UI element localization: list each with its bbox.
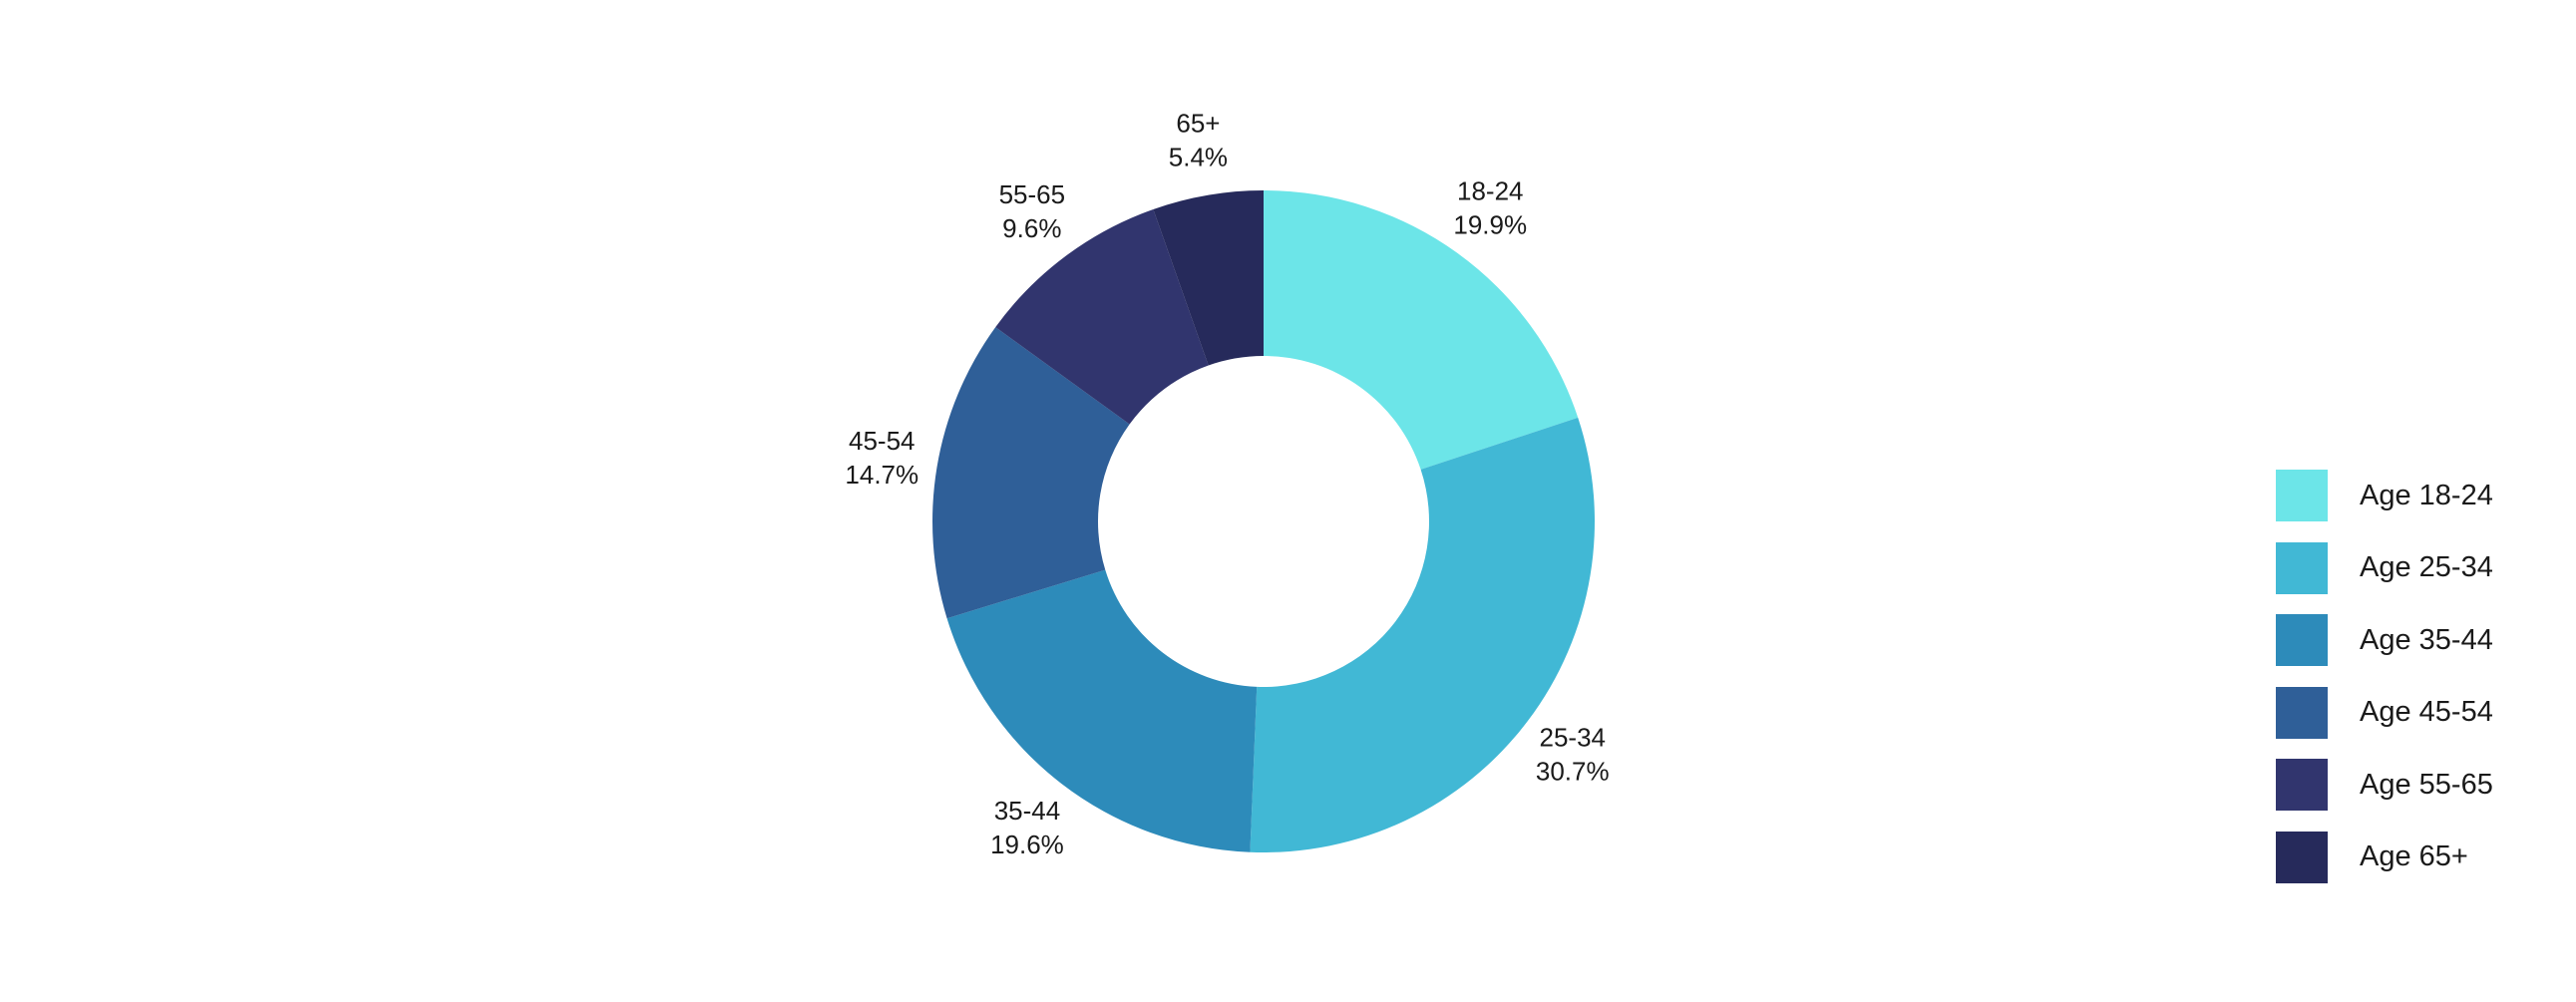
slice-category-label: 55-65	[999, 179, 1066, 209]
legend-label: Age 45-54	[2360, 696, 2493, 728]
legend-item-55-65: Age 55-65	[2276, 759, 2493, 811]
slice-category-label: 65+	[1176, 109, 1220, 139]
legend-swatch	[2276, 759, 2328, 811]
slice-35-44	[946, 569, 1258, 852]
legend-swatch	[2276, 541, 2328, 594]
legend-label: Age 25-34	[2360, 551, 2493, 583]
chart-slices	[932, 190, 1595, 852]
slice-18-24	[1264, 190, 1579, 470]
chart-slice-labels: 18-24 19.9% 25-34 30.7% 35-44 19.6% 45-54 14.7%…	[845, 109, 1609, 860]
slice-category-label: 18-24	[1457, 176, 1524, 206]
slice-label-65+: 65+ 5.4%	[1169, 109, 1228, 172]
legend-item-25-34: Age 25-34	[2276, 541, 2493, 594]
slice-percent-label: 5.4%	[1169, 143, 1228, 172]
chart-legend: Age 18-24 Age 25-34 Age 35-44 Age 45-54 Age …	[2276, 470, 2493, 903]
slice-25-34	[1250, 417, 1595, 852]
slice-label-35-44: 35-44 19.6%	[990, 796, 1064, 859]
slice-45-54	[932, 327, 1130, 619]
legend-label: Age 55-65	[2360, 768, 2493, 801]
slice-category-label: 25-34	[1540, 723, 1607, 753]
legend-label: Age 18-24	[2360, 479, 2493, 511]
slice-label-55-65: 55-65 9.6%	[999, 179, 1066, 243]
slice-percent-label: 9.6%	[1002, 213, 1061, 243]
slice-label-25-34: 25-34 30.7%	[1536, 723, 1610, 787]
slice-65+	[1153, 190, 1264, 366]
slice-percent-label: 30.7%	[1536, 757, 1610, 787]
legend-item-45-54: Age 45-54	[2276, 686, 2493, 739]
legend-swatch	[2276, 686, 2328, 739]
slice-55-65	[995, 208, 1209, 425]
legend-label: Age 35-44	[2360, 623, 2493, 656]
legend-label: Age 65+	[2360, 840, 2468, 872]
legend-item-65+: Age 65+	[2276, 831, 2493, 883]
legend-swatch	[2276, 614, 2328, 666]
legend-item-35-44: Age 35-44	[2276, 614, 2493, 666]
slice-category-label: 45-54	[849, 426, 916, 456]
slice-percent-label: 19.9%	[1453, 210, 1527, 240]
legend-swatch	[2276, 831, 2328, 883]
slice-category-label: 35-44	[994, 796, 1061, 826]
slice-percent-label: 19.6%	[990, 830, 1064, 859]
slice-label-45-54: 45-54 14.7%	[845, 426, 919, 490]
slice-label-18-24: 18-24 19.9%	[1453, 176, 1527, 240]
legend-item-18-24: Age 18-24	[2276, 470, 2493, 521]
slice-percent-label: 14.7%	[845, 460, 919, 490]
legend-swatch	[2276, 470, 2328, 521]
